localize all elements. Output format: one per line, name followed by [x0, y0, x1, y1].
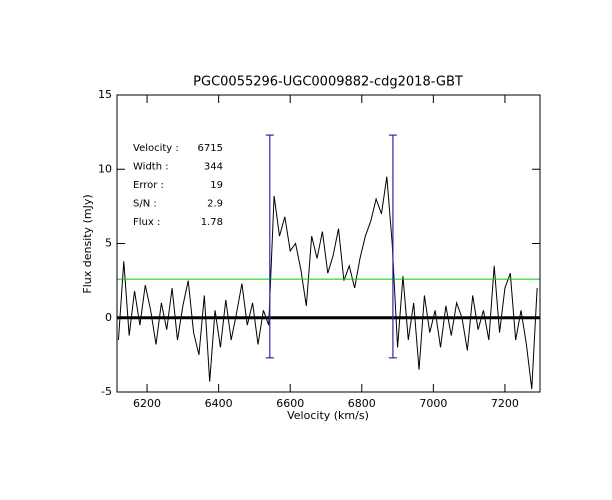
- y-tick-label: 15: [98, 88, 112, 101]
- annotation-label: S/N :: [133, 199, 157, 210]
- x-axis-label: Velocity (km/s): [287, 409, 369, 422]
- annotation-value: 6715: [198, 143, 223, 154]
- spectrum-line: [117, 176, 538, 390]
- x-tick-label: 7200: [491, 397, 519, 410]
- y-tick-label: -5: [101, 385, 112, 398]
- plot-frame: [116, 94, 541, 393]
- annotation-value: 19: [210, 180, 223, 191]
- x-tick-label: 6600: [276, 397, 304, 410]
- y-tick-label: 0: [105, 311, 112, 324]
- annotation-label: Velocity :: [133, 143, 179, 154]
- x-tick-label: 6200: [133, 397, 161, 410]
- x-tick-label: 6400: [205, 397, 233, 410]
- y-tick-label: 5: [105, 237, 112, 250]
- annotation-label: Flux :: [133, 217, 160, 228]
- y-axis-label: Flux density (mJy): [81, 194, 94, 293]
- annotation-value: 344: [204, 162, 223, 173]
- x-tick-label: 6800: [348, 397, 376, 410]
- y-tick-label: 10: [98, 162, 112, 175]
- chart-title: PGC0055296-UGC0009882-cdg2018-GBT: [193, 75, 463, 90]
- annotation-label: Error :: [133, 180, 164, 191]
- annotation-value: 2.9: [207, 199, 223, 210]
- annotation-label: Width :: [133, 162, 169, 173]
- x-tick-label: 7000: [419, 397, 447, 410]
- annotation-value: 1.78: [201, 217, 223, 228]
